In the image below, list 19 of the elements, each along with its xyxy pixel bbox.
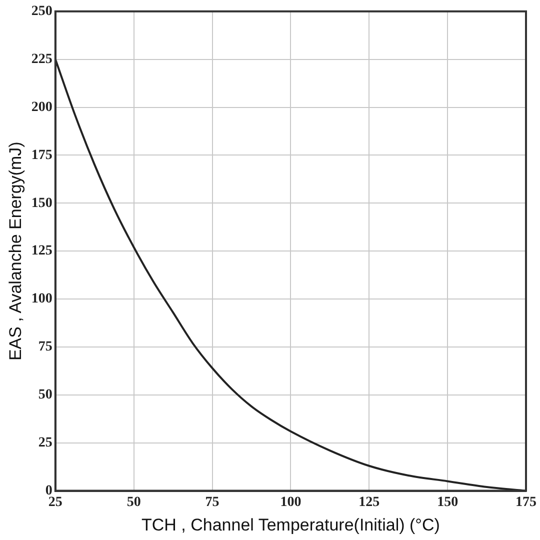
x-axis-title: TCH , Channel Temperature(Initial) (°C) [141, 515, 440, 534]
x-tick-label: 150 [437, 494, 458, 510]
y-tick-label: 250 [31, 4, 52, 20]
x-tick-label: 75 [205, 494, 220, 510]
y-tick-label: 200 [31, 100, 52, 115]
y-tick-label: 150 [31, 196, 52, 211]
y-tick-label: 225 [31, 52, 52, 67]
y-tick-label: 50 [38, 388, 52, 403]
y-tick-label: 125 [31, 244, 52, 259]
y-tick-label: 100 [31, 292, 52, 307]
x-tick-label: 50 [126, 494, 141, 510]
y-tick-label: 175 [31, 148, 52, 163]
x-tick-label: 125 [358, 494, 380, 510]
y-axis-title: EAS , Avalanche Energy(mJ) [6, 142, 25, 361]
x-tick-label: 100 [280, 494, 302, 510]
y-tick-label: 75 [38, 340, 52, 355]
x-tick-label: 25 [48, 494, 62, 510]
y-tick-label: 25 [38, 435, 52, 450]
x-tick-label: 175 [516, 494, 536, 510]
